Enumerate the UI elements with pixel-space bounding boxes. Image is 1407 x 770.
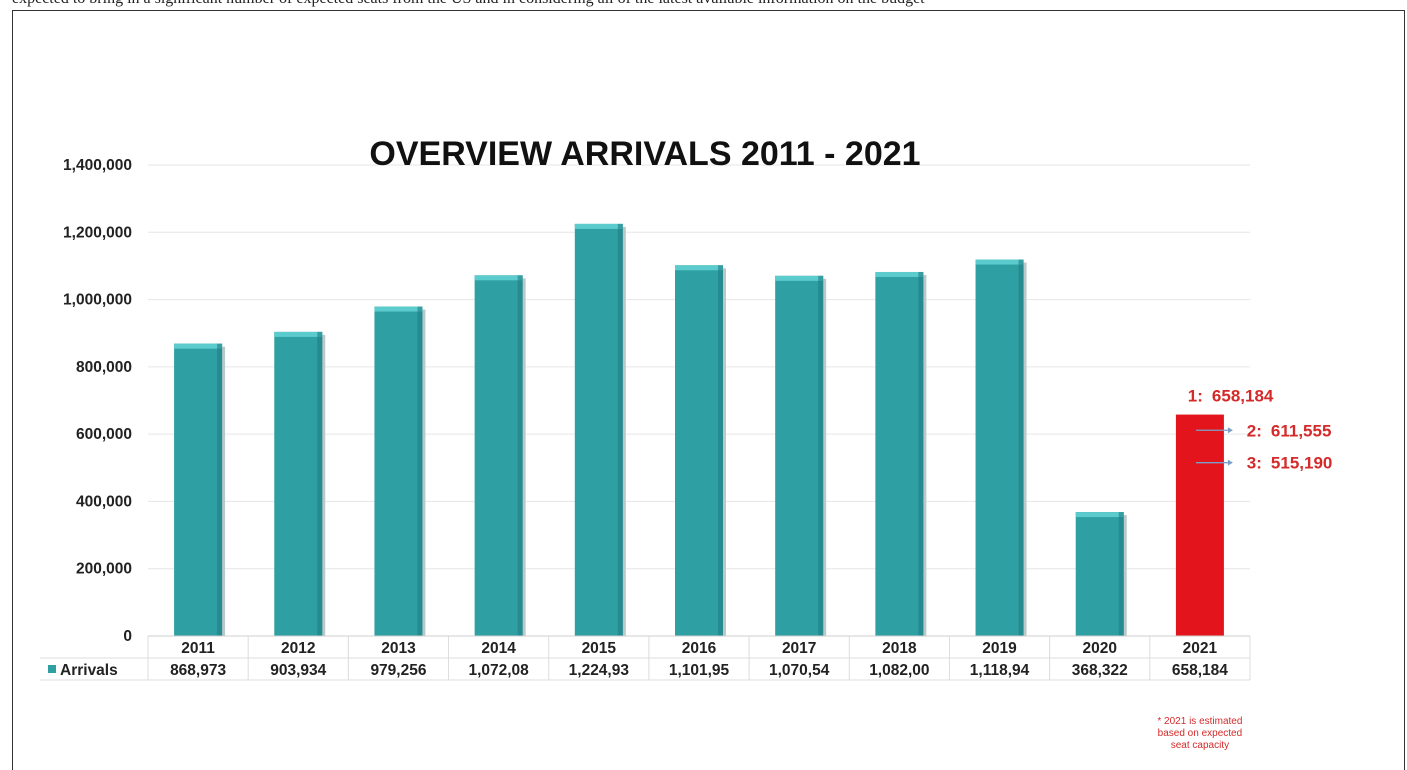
table-value: 658,184 — [1172, 662, 1228, 679]
bar — [1075, 512, 1124, 636]
table-value: 1,118,94 — [970, 662, 1030, 679]
y-tick-label: 1,200,000 — [63, 224, 132, 241]
y-tick-label: 0 — [123, 628, 132, 645]
x-tick-label: 2014 — [481, 640, 516, 657]
scenario-2-arrowhead — [1227, 427, 1233, 434]
data-table: 2011 868,973 2012 903,934 2013 979,256 2014 1,0… — [40, 635, 1251, 681]
x-tick-label: 2020 — [1082, 640, 1116, 657]
bar — [975, 259, 1024, 636]
table-value: 1,072,08 — [468, 662, 529, 679]
scenario-annotations: 1: 658,184 2: 611,555 3: 515,190 — [1188, 387, 1333, 473]
bar-side — [1018, 259, 1024, 636]
x-tick-label: 2017 — [782, 640, 816, 657]
y-tick-label: 200,000 — [76, 561, 132, 578]
bar — [675, 265, 723, 636]
bar — [274, 331, 323, 636]
bar — [474, 275, 523, 636]
bars — [174, 223, 1224, 636]
bar — [174, 343, 223, 636]
x-tick-label: 2019 — [982, 640, 1017, 657]
x-tick-label: 2018 — [882, 640, 917, 657]
y-tick-label: 1,000,000 — [63, 292, 132, 309]
table-value: 979,256 — [370, 662, 426, 679]
bar-cap — [274, 331, 323, 337]
chart-title: OVERVIEW ARRIVALS 2011 - 2021 — [369, 135, 920, 173]
y-tick-label: 800,000 — [76, 359, 132, 376]
legend-swatch — [48, 665, 56, 673]
scenario-2-value: 611,555 — [1271, 421, 1332, 440]
x-tick-label: 2011 — [181, 640, 215, 657]
bar-cap — [474, 275, 523, 281]
y-tick-label: 400,000 — [76, 493, 132, 510]
x-tick-label: 2016 — [682, 640, 717, 657]
bar-cap — [374, 306, 423, 312]
bar-cap — [174, 343, 223, 349]
y-axis: 0 200,000 400,000 600,000 800,000 1,000,000 1,… — [63, 157, 132, 645]
bar — [775, 275, 824, 636]
bar — [875, 271, 924, 636]
footnote-line: * 2021 is estimated — [1157, 716, 1242, 727]
bar-cap — [775, 275, 824, 281]
table-value: 1,082,00 — [869, 662, 929, 679]
table-value: 1,101,95 — [669, 662, 730, 679]
bar-side — [417, 306, 423, 636]
bar-cap — [875, 271, 924, 277]
x-tick-label: 2021 — [1183, 640, 1218, 657]
x-tick-label: 2012 — [281, 640, 315, 657]
footnote-line: seat capacity — [1171, 740, 1229, 751]
bar-cap — [1075, 512, 1124, 518]
bar-side — [517, 275, 523, 636]
bar-cap — [574, 223, 623, 229]
cropped-top-text: expected to bring in a significant numbe… — [12, 0, 1407, 8]
table-value: 1,070,54 — [769, 662, 830, 679]
scenario-1-value: 658,184 — [1212, 387, 1274, 406]
bar-side — [217, 343, 223, 636]
scenario-3-value: 515,190 — [1271, 454, 1332, 473]
table-value: 1,224,93 — [569, 662, 630, 679]
chart-frame — [12, 10, 1405, 770]
bar-cap — [675, 265, 723, 271]
scenario-1-label: 1: — [1188, 387, 1203, 406]
bar-side — [617, 223, 623, 636]
footnote-line: based on expected — [1158, 728, 1243, 739]
table-value: 868,973 — [170, 662, 226, 679]
bar-side — [718, 265, 723, 636]
scenario-3-label: 3: — [1247, 454, 1262, 473]
bar-2021-estimate — [1175, 414, 1224, 636]
table-value: 903,934 — [270, 662, 326, 679]
bar-side — [818, 275, 824, 636]
gridlines — [148, 164, 1250, 570]
bar — [574, 223, 623, 636]
table-value: 368,322 — [1072, 662, 1128, 679]
scenario-3-arrowhead — [1227, 459, 1233, 466]
legend-label: Arrivals — [60, 662, 118, 679]
y-tick-label: 600,000 — [76, 426, 132, 443]
y-tick-label: 1,400,000 — [63, 157, 132, 174]
x-tick-label: 2013 — [381, 640, 416, 657]
bar-cap — [975, 259, 1024, 265]
x-tick-label: 2015 — [582, 640, 617, 657]
bar — [374, 306, 423, 636]
scenario-2-label: 2: — [1247, 421, 1262, 440]
bar-side — [1118, 512, 1124, 636]
bar-side — [317, 331, 323, 636]
bar-side — [918, 271, 924, 636]
